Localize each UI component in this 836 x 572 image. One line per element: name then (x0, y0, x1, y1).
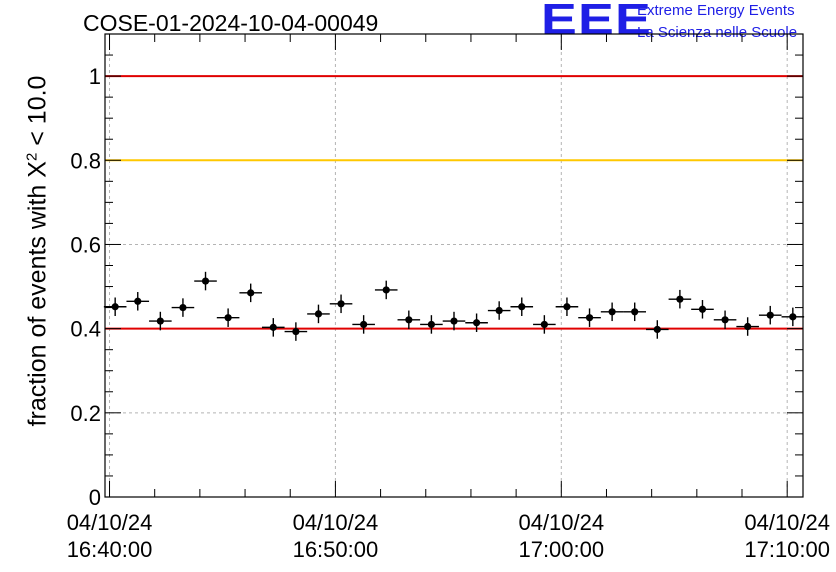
data-marker (698, 305, 707, 313)
logo-text-line2: La Scienza nelle Scuole (637, 24, 798, 41)
data-marker (563, 303, 571, 311)
data-marker (676, 295, 684, 303)
x-tick-label-date: 04/10/24 (67, 510, 153, 535)
data-marker (247, 289, 255, 297)
data-point (533, 315, 556, 334)
plot-frame (104, 33, 804, 498)
chart-title: COSE-01-2024-10-04-00049 (83, 10, 379, 36)
data-point (668, 289, 692, 309)
data-point (420, 315, 443, 334)
data-marker (360, 320, 368, 329)
data-marker (608, 308, 616, 316)
data-marker (495, 306, 503, 315)
data-point (736, 317, 759, 336)
data-point (126, 292, 150, 311)
data-marker (450, 317, 458, 325)
data-marker (766, 311, 774, 319)
data-marker (269, 323, 277, 331)
logo-text-line1: Extreme Energy Events (637, 2, 795, 19)
data-marker (653, 325, 661, 334)
x-tick-label-time: 16:50:00 (293, 537, 379, 562)
y-tick-label: 0.6 (70, 232, 101, 257)
data-marker (201, 277, 210, 285)
grid-layer (105, 34, 803, 497)
data-point (758, 305, 782, 325)
data-marker (111, 303, 119, 311)
data-marker (405, 316, 413, 324)
data-point (284, 322, 308, 341)
y-tick-label: 1 (89, 64, 101, 89)
data-point (149, 311, 172, 331)
data-point (691, 300, 714, 319)
x-tick-label-time: 17:00:00 (518, 537, 604, 562)
data-marker (631, 308, 639, 316)
data-marker (314, 310, 323, 318)
data-marker (789, 313, 797, 321)
data-marker (224, 314, 232, 322)
data-point (103, 297, 127, 317)
data-marker (540, 320, 548, 329)
data-marker (382, 286, 390, 294)
data-point (307, 304, 330, 324)
data-point (442, 311, 466, 331)
data-point (487, 301, 511, 320)
data-point (578, 308, 601, 327)
data-point (352, 315, 375, 334)
data-point (216, 308, 240, 327)
data-point (465, 313, 488, 333)
data-marker (156, 317, 164, 325)
data-point (397, 310, 421, 330)
axes-layer: 00.20.40.60.8104/10/2416:40:0004/10/2416… (67, 33, 830, 562)
data-point (329, 294, 353, 314)
data-point (239, 283, 262, 303)
x-tick-label-date: 04/10/24 (518, 510, 604, 535)
x-tick-label-time: 16:40:00 (67, 537, 153, 562)
y-tick-label: 0.8 (70, 148, 101, 173)
y-tick-label: 0 (89, 485, 101, 510)
reference-lines-layer (105, 75, 803, 330)
data-point (781, 307, 805, 327)
data-marker (292, 327, 300, 336)
data-point (646, 320, 669, 339)
data-point (194, 271, 217, 291)
data-point (261, 318, 285, 337)
data-marker (427, 320, 436, 329)
data-marker (337, 300, 345, 308)
data-point (713, 310, 737, 330)
x-tick-label-date: 04/10/24 (293, 510, 379, 535)
data-point (555, 297, 579, 317)
x-tick-label-time: 17:10:00 (744, 537, 830, 562)
data-marker (585, 314, 594, 322)
y-tick-label: 0.2 (70, 401, 101, 426)
data-marker (518, 303, 526, 311)
data-marker (134, 297, 142, 305)
data-marker (472, 319, 481, 327)
data-point (600, 302, 624, 322)
data-point (374, 280, 398, 300)
data-marker (721, 316, 729, 324)
x-tick-label-date: 04/10/24 (744, 510, 830, 535)
data-point (171, 298, 195, 317)
data-marker (179, 303, 187, 312)
y-tick-label: 0.4 (70, 317, 101, 342)
data-point (623, 302, 647, 322)
data-points-layer (103, 271, 805, 341)
data-marker (744, 322, 752, 331)
data-point (510, 297, 534, 317)
